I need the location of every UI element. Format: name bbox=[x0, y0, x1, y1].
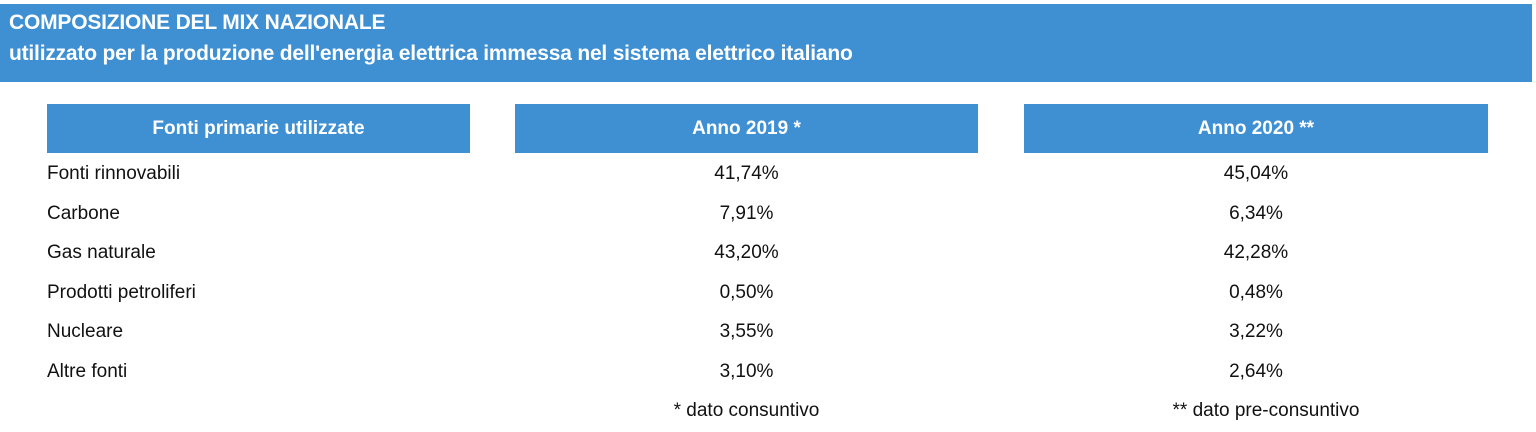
table-row: Gas naturale 43,20% 42,28% bbox=[0, 234, 1536, 272]
title-banner: COMPOSIZIONE DEL MIX NAZIONALE utilizzat… bbox=[0, 4, 1532, 82]
page-title: COMPOSIZIONE DEL MIX NAZIONALE bbox=[9, 11, 386, 34]
row-label: Gas naturale bbox=[47, 242, 156, 263]
row-label: Nucleare bbox=[47, 321, 124, 342]
value-2020: 0,48% bbox=[1229, 282, 1283, 303]
row-label: Carbone bbox=[47, 203, 120, 224]
value-2019: 43,20% bbox=[714, 242, 779, 263]
page-subtitle: utilizzato per la produzione dell'energi… bbox=[9, 42, 853, 65]
value-2019: 7,91% bbox=[719, 203, 774, 224]
value-2020: 42,28% bbox=[1223, 242, 1289, 263]
table-row: Fonti rinnovabili 41,74% 45,04% bbox=[0, 155, 1536, 193]
footnote-2020: ** dato pre-consuntivo bbox=[1172, 400, 1360, 421]
table-row: Prodotti petroliferi 0,50% 0,48% bbox=[0, 274, 1536, 312]
footnote-2019: * dato consuntivo bbox=[673, 400, 820, 421]
value-2019: 3,55% bbox=[719, 321, 774, 342]
value-2020: 45,04% bbox=[1223, 163, 1289, 184]
value-2020: 3,22% bbox=[1229, 321, 1283, 342]
column-header-2020: Anno 2020 ** bbox=[1024, 104, 1488, 153]
row-label: Prodotti petroliferi bbox=[47, 282, 196, 303]
table-row: Nucleare 3,55% 3,22% bbox=[0, 313, 1536, 351]
value-2019: 3,10% bbox=[719, 361, 774, 382]
table-row: Altre fonti 3,10% 2,64% bbox=[0, 353, 1536, 391]
table-row: Carbone 7,91% 6,34% bbox=[0, 195, 1536, 233]
column-header-sources: Fonti primarie utilizzate bbox=[47, 104, 470, 153]
row-label: Altre fonti bbox=[47, 361, 128, 382]
value-2019: 0,50% bbox=[719, 282, 774, 303]
value-2019: 41,74% bbox=[714, 163, 779, 184]
value-2020: 6,34% bbox=[1229, 203, 1283, 224]
value-2020: 2,64% bbox=[1229, 361, 1283, 382]
row-label: Fonti rinnovabili bbox=[47, 163, 181, 184]
column-header-2019: Anno 2019 * bbox=[515, 104, 978, 153]
